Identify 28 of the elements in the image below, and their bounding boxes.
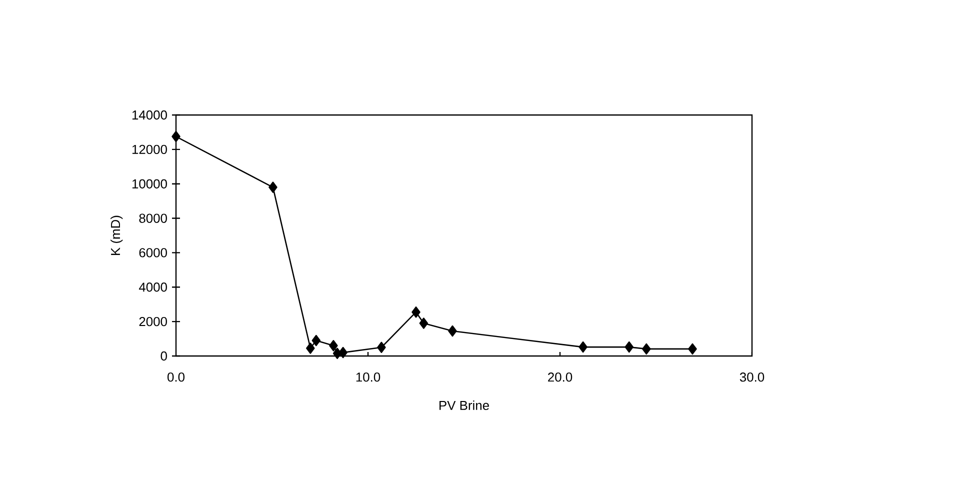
point — [306, 342, 315, 354]
y-tick-label: 14000 — [132, 110, 167, 120]
point — [338, 346, 348, 358]
point — [624, 341, 634, 353]
y-tick-label: 0 — [160, 351, 167, 361]
point — [268, 182, 278, 193]
y-tick-label: 4000 — [138, 282, 167, 292]
point — [448, 325, 457, 337]
x-axis-title: PV Brine — [440, 400, 489, 410]
point — [642, 343, 651, 355]
point — [419, 318, 428, 329]
y-tick-label: 2000 — [139, 316, 167, 326]
y-tick-label: 12000 — [132, 144, 167, 154]
point — [329, 340, 338, 352]
x-tick-label: 10.0 — [356, 372, 380, 382]
point — [412, 306, 420, 318]
y-axis-title: K (mD) — [110, 216, 123, 255]
x-tick-label: 30.0 — [740, 372, 764, 382]
point — [688, 343, 697, 355]
x-tick-label: 20.0 — [548, 372, 572, 382]
y-tick-label: 8000 — [139, 214, 167, 223]
y-tick-label: 6000 — [139, 248, 167, 258]
point — [172, 130, 180, 142]
point — [578, 341, 588, 353]
y-tick-label: 10000 — [132, 179, 167, 188]
point — [377, 342, 386, 354]
point — [312, 334, 321, 346]
x-tick-label: 0.0 — [168, 372, 185, 382]
